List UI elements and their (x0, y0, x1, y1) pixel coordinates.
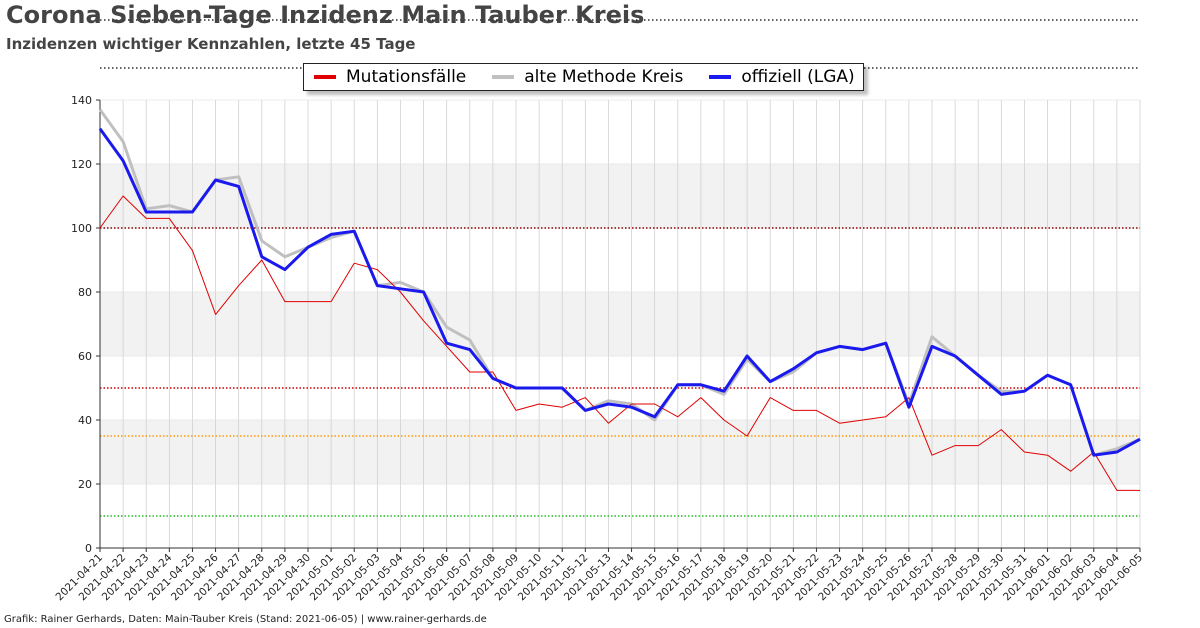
legend-item-mutationsfaelle: Mutationsfälle (310, 67, 466, 87)
legend-label-offiziell: offiziell (LGA) (741, 67, 855, 87)
legend-label-alte-methode: alte Methode Kreis (524, 67, 684, 87)
y-tick-label: 120 (71, 158, 92, 171)
chart-subtitle: Inzidenzen wichtiger Kennzahlen, letzte … (6, 35, 416, 53)
y-tick-label: 20 (78, 478, 92, 491)
chart-title: Corona Sieben-Tage Inzidenz Main Tauber … (6, 1, 645, 29)
y-tick-label: 40 (78, 414, 92, 427)
shaded-band-2 (100, 164, 1140, 228)
y-tick-label: 60 (78, 350, 92, 363)
y-tick-label: 140 (71, 94, 92, 107)
legend-item-offiziell: offiziell (LGA) (705, 67, 855, 87)
legend-label-mutationsfaelle: Mutationsfälle (346, 67, 467, 87)
legend-swatch-offiziell (709, 75, 732, 79)
series-line-offiziell-lga (98, 127, 1141, 457)
y-tick-label: 0 (85, 542, 92, 555)
shaded-band-1 (100, 292, 1140, 356)
chart-footer: Grafik: Rainer Gerhards, Daten: Main-Tau… (4, 614, 487, 625)
y-tick-label: 80 (78, 286, 92, 299)
y-tick-label: 100 (71, 222, 92, 235)
series-line-alte-methode-kreis (98, 108, 1141, 457)
chart-legend: Mutationsfälle alte Methode Kreis offizi… (303, 63, 864, 91)
series-line-mutationsf-lle (99, 195, 1140, 491)
legend-swatch-alte-methode (492, 75, 515, 79)
shaded-band-0 (100, 420, 1140, 484)
legend-item-alte-methode: alte Methode Kreis (488, 67, 683, 87)
legend-swatch-mutationsfaelle (314, 75, 336, 79)
